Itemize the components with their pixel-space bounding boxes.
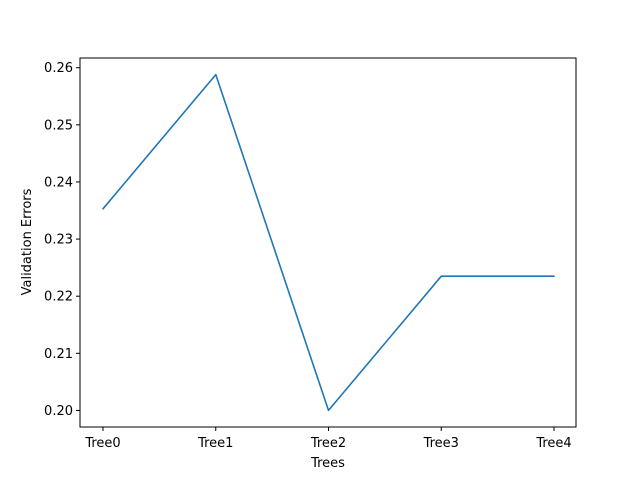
y-tick-label: 0.23 [44,233,73,248]
x-tick-label: Tree0 [84,436,120,451]
y-tick-label: 0.22 [44,290,73,305]
y-axis-label: Validation Errors [20,188,35,295]
y-tick-label: 0.21 [44,347,73,362]
series-layer [102,73,555,412]
y-tick-label: 0.20 [44,404,73,419]
x-tick-label: Tree1 [197,436,233,451]
x-axis-ticks: Tree0 Tree1 Tree2 Tree3 Tree4 [84,427,572,451]
y-tick-label: 0.24 [44,175,73,190]
y-tick-label: 0.26 [44,61,73,76]
x-axis-label: Trees [310,456,345,471]
x-tick-label: Tree2 [310,436,346,451]
y-axis-ticks: 0.20 0.21 0.22 0.23 0.24 0.25 0.26 [44,61,80,419]
y-tick-label: 0.25 [44,118,73,133]
series-line-0 [102,73,555,412]
x-tick-label: Tree3 [423,436,459,451]
x-tick-label: Tree4 [535,436,571,451]
plot-area-frame [79,57,577,428]
